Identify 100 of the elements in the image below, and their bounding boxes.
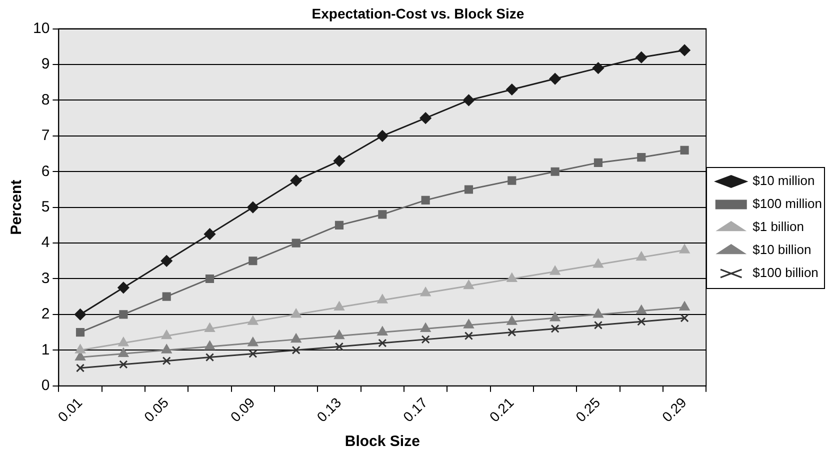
point — [549, 73, 561, 85]
point — [118, 337, 129, 346]
point — [376, 130, 388, 142]
point — [247, 202, 259, 214]
point — [204, 340, 215, 350]
point — [550, 312, 560, 322]
x-tick-label: 0.05 — [140, 394, 172, 425]
point — [680, 314, 689, 322]
point — [204, 322, 215, 332]
point — [636, 52, 648, 64]
point — [75, 352, 86, 361]
y-tick-label: 10 — [32, 20, 50, 37]
point — [637, 153, 646, 162]
point — [592, 62, 604, 74]
y-tick-label: 5 — [41, 198, 50, 216]
point — [508, 176, 516, 185]
point — [464, 185, 474, 194]
point — [464, 280, 474, 290]
point — [76, 364, 85, 372]
point — [679, 244, 690, 254]
point — [248, 256, 258, 266]
point — [118, 348, 129, 357]
point — [464, 332, 474, 340]
point — [377, 326, 388, 336]
point — [162, 292, 171, 301]
point — [636, 252, 646, 261]
legend-label: $10 billion — [752, 242, 812, 258]
point — [420, 112, 432, 124]
point — [204, 228, 216, 240]
point — [162, 356, 171, 366]
point — [292, 346, 300, 354]
point — [636, 305, 646, 314]
x-axis-title: Block Size — [344, 433, 420, 450]
point — [248, 349, 258, 358]
point — [508, 328, 516, 337]
point — [248, 337, 258, 346]
legend-label: $10 million — [752, 173, 815, 188]
point — [291, 334, 302, 343]
point — [378, 210, 387, 219]
point — [162, 344, 172, 354]
point — [679, 302, 690, 311]
point — [462, 94, 474, 106]
y-tick-label: 3 — [41, 270, 50, 287]
point — [594, 158, 603, 167]
point — [162, 330, 172, 340]
y-tick-label: 8 — [41, 91, 50, 108]
point — [464, 319, 474, 328]
y-axis-title: Percent — [8, 180, 26, 235]
x-tick-label: 0.21 — [486, 394, 517, 425]
x-tick-label: 0.29 — [658, 394, 690, 425]
point — [594, 320, 603, 330]
point — [420, 287, 431, 296]
point — [420, 322, 431, 332]
y-tick-label: 0 — [41, 376, 50, 394]
point — [333, 155, 345, 167]
y-tick-label: 2 — [41, 306, 50, 323]
legend-label: $100 million — [752, 196, 822, 212]
point — [637, 317, 646, 326]
point — [550, 266, 560, 275]
point — [378, 338, 387, 348]
point — [205, 274, 214, 284]
point — [119, 360, 128, 369]
point — [334, 220, 344, 230]
point — [506, 84, 518, 96]
y-tick-label: 9 — [41, 56, 50, 73]
x-tick-label: 0.09 — [227, 394, 258, 425]
point — [75, 344, 86, 354]
y-tick-label: 6 — [41, 162, 50, 180]
point — [593, 258, 604, 268]
point — [290, 174, 302, 186]
point — [118, 282, 130, 294]
x-tick-label: 0.25 — [572, 394, 604, 425]
point — [421, 335, 430, 344]
y-tick-label: 4 — [41, 234, 50, 252]
point — [550, 324, 560, 334]
point — [76, 328, 85, 337]
point — [334, 330, 344, 340]
point — [506, 272, 517, 282]
point — [593, 308, 604, 318]
point — [334, 302, 344, 311]
y-tick-label: 7 — [41, 127, 50, 144]
point — [678, 44, 690, 56]
chart-title: Expectation-Cost vs. Block Size — [312, 5, 524, 22]
point — [292, 238, 300, 248]
point — [680, 146, 689, 154]
y-tick-label: 1 — [41, 341, 50, 358]
point — [74, 308, 86, 320]
point — [291, 308, 302, 318]
legend-label: $100 billion — [752, 265, 818, 280]
point — [334, 342, 344, 351]
legend-label: $1 billion — [752, 219, 804, 234]
point — [550, 167, 560, 176]
x-tick-label: 0.01 — [54, 394, 86, 425]
point — [248, 316, 258, 325]
x-tick-label: 0.13 — [314, 394, 344, 425]
point — [160, 255, 172, 267]
point — [506, 316, 517, 325]
point — [421, 196, 430, 204]
point — [119, 310, 128, 319]
point — [377, 294, 388, 304]
